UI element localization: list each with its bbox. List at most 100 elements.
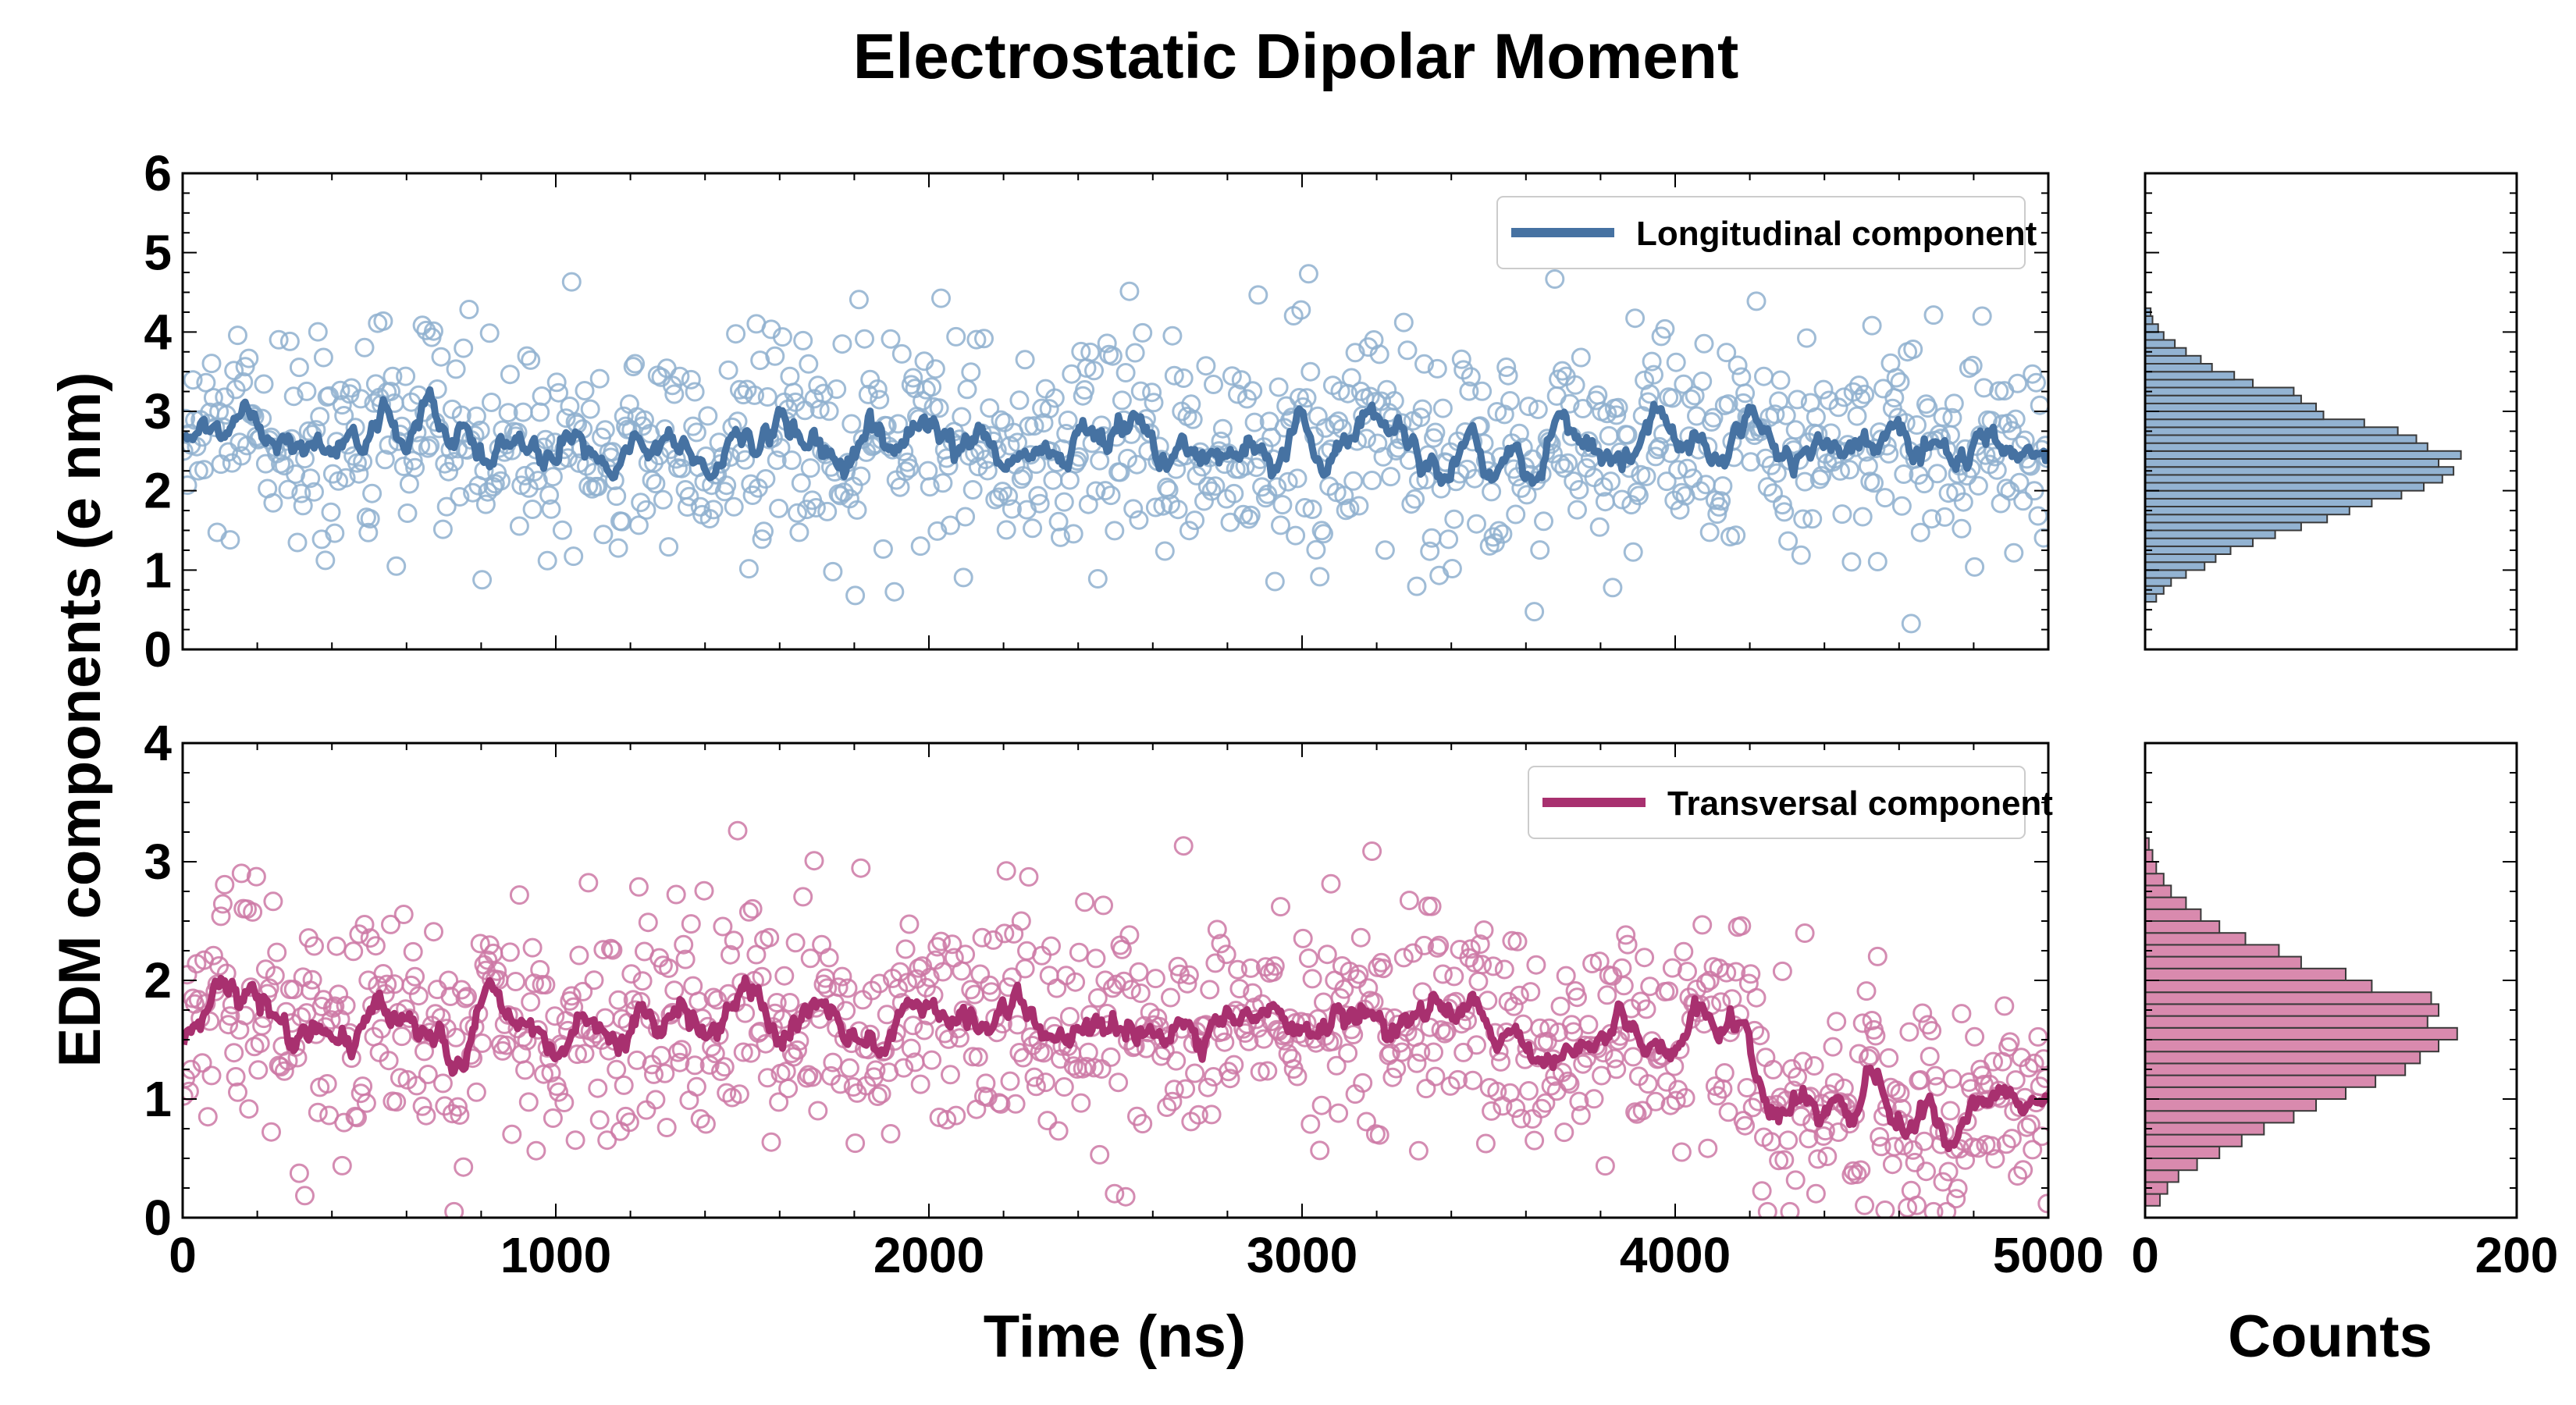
scatter-point <box>1397 340 1418 361</box>
scatter-point <box>1597 985 1617 1005</box>
scatter-point <box>403 941 423 962</box>
scatter-point <box>350 389 371 409</box>
scatter-point <box>291 483 311 503</box>
scatter-point <box>1130 381 1151 401</box>
scatter-point <box>1293 928 1313 948</box>
scatter-point <box>2008 1166 2028 1186</box>
scatter-point <box>1741 452 1761 472</box>
scatter-point <box>1451 349 1471 369</box>
scatter-point <box>451 980 471 1000</box>
scatter-point <box>1000 1071 1020 1091</box>
scatter-point <box>628 877 649 897</box>
scatter-point <box>334 406 354 425</box>
scatter-point <box>1907 415 1927 435</box>
scatter-point <box>694 880 714 901</box>
scatter-point <box>1642 351 1662 372</box>
histogram-bar <box>2144 592 2158 603</box>
scatter-point <box>1129 962 1149 982</box>
scatter-point <box>1737 1078 1757 1097</box>
scatter-point <box>1482 1101 1502 1121</box>
scatter-point <box>201 1065 222 1086</box>
scatter-point <box>396 366 416 386</box>
scatter-point <box>1011 911 1031 931</box>
scatter-point <box>1974 378 1994 398</box>
histogram-bar <box>2144 442 2428 452</box>
scatter-point <box>1535 1093 1556 1113</box>
scatter-point <box>1179 965 1199 985</box>
scatter-point <box>1212 418 1233 439</box>
scatter-point <box>2005 1070 2026 1090</box>
scatter-point <box>681 369 701 389</box>
scatter-point <box>1467 514 1486 534</box>
histogram-bar <box>2144 371 2236 381</box>
scatter-point <box>319 386 340 406</box>
scatter-markers <box>183 264 2048 634</box>
scatter-point <box>1534 511 1553 532</box>
scatter-point <box>349 924 369 944</box>
scatter-point <box>1937 1201 1957 1218</box>
scatter-point <box>1875 488 1895 508</box>
scatter-point <box>1595 1156 1615 1176</box>
x-tick-label: 1000 <box>500 1227 611 1283</box>
scatter-point <box>1860 1046 1880 1066</box>
scatter-point <box>1164 1080 1184 1100</box>
scatter-point <box>386 1092 407 1112</box>
scatter-point <box>194 460 214 480</box>
scatter-point <box>656 1118 677 1137</box>
scatter-point <box>240 977 261 998</box>
scatter-point <box>1059 1007 1080 1026</box>
scatter-point <box>1427 358 1447 379</box>
scatter-point <box>1660 1095 1681 1115</box>
scatter-point <box>769 498 789 518</box>
histogram-bar <box>2144 1158 2198 1172</box>
scatter-point <box>1115 1186 1136 1207</box>
scatter-point <box>330 380 350 400</box>
scatter-point <box>1726 525 1746 546</box>
scatter-point <box>1565 375 1585 395</box>
axes-frame <box>181 172 2050 651</box>
scatter-point <box>1005 1094 1026 1114</box>
scatter-point <box>1181 394 1201 414</box>
scatter-point <box>1211 934 1231 954</box>
scatter-point <box>1224 1055 1244 1075</box>
scatter-point <box>313 347 333 368</box>
scatter-point <box>1386 441 1407 461</box>
scatter-point <box>424 321 443 341</box>
scatter-point <box>1306 539 1326 560</box>
scatter-point <box>1952 1004 1972 1024</box>
histogram-bar <box>2144 394 2302 404</box>
scatter-point <box>870 973 890 994</box>
scatter-point <box>269 1055 289 1076</box>
scatter-point <box>304 936 324 956</box>
scatter-point <box>549 1082 569 1102</box>
scatter-point <box>2032 1126 2048 1147</box>
scatter-point <box>1690 481 1710 501</box>
scatter-point <box>575 1044 595 1064</box>
scatter-point <box>183 1059 201 1080</box>
scatter-point <box>1503 996 1524 1016</box>
scatter-point <box>470 934 490 954</box>
scatter-point <box>784 382 804 403</box>
scatter-point <box>1054 492 1074 512</box>
scatter-point <box>279 331 300 351</box>
scatter-point <box>1019 416 1039 436</box>
scatter-point <box>521 350 541 370</box>
scatter-point <box>539 485 560 505</box>
scatter-point <box>278 479 298 500</box>
scatter-point <box>1349 496 1369 516</box>
scatter-point <box>1847 1165 1867 1184</box>
scatter-point <box>800 948 820 969</box>
scatter-point <box>1063 524 1083 544</box>
x-tick-label: 3000 <box>1247 1227 1357 1283</box>
scatter-point <box>1972 306 1992 326</box>
scatter-point <box>1051 527 1070 547</box>
scatter-point <box>933 473 953 493</box>
scatter-point <box>1989 381 2009 401</box>
scatter-point <box>379 1051 399 1071</box>
scatter-point <box>1644 365 1663 385</box>
scatter-point <box>1101 1047 1121 1067</box>
scatter-point <box>1353 1072 1373 1093</box>
scatter-point <box>929 398 949 418</box>
scatter-point <box>1666 352 1686 372</box>
scatter-point <box>806 498 826 518</box>
